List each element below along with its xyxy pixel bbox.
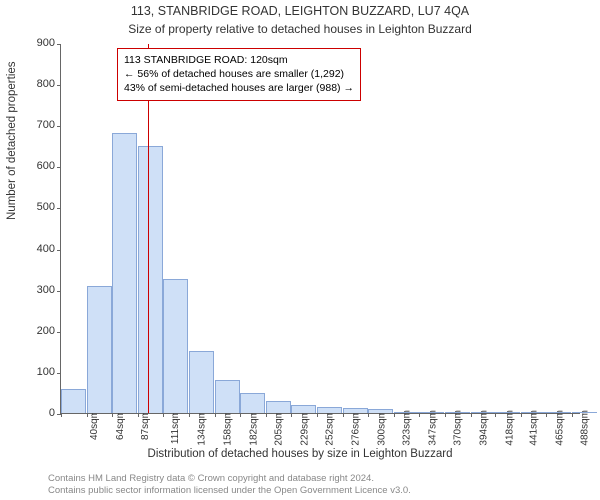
x-tick-label: 205sqm bbox=[273, 410, 284, 446]
x-tick-label: 158sqm bbox=[222, 410, 233, 446]
histogram-bar bbox=[163, 279, 188, 413]
histogram-bar bbox=[368, 409, 393, 413]
x-tick-label: 40sqm bbox=[89, 410, 100, 440]
histogram-bar bbox=[471, 412, 496, 413]
y-tick-label: 800 bbox=[15, 78, 55, 90]
histogram-bar bbox=[546, 412, 571, 413]
x-tick-label: 488sqm bbox=[580, 410, 591, 446]
attribution-footer: Contains HM Land Registry data © Crown c… bbox=[48, 473, 411, 496]
x-tick-mark bbox=[163, 413, 164, 417]
y-tick-label: 900 bbox=[15, 37, 55, 49]
histogram-bar bbox=[572, 412, 597, 413]
x-tick-label: 323sqm bbox=[401, 410, 412, 446]
x-tick-label: 418sqm bbox=[504, 410, 515, 446]
y-tick-label: 0 bbox=[15, 407, 55, 419]
x-tick-mark bbox=[471, 413, 472, 417]
x-tick-label: 441sqm bbox=[529, 410, 540, 446]
histogram-bar bbox=[419, 412, 444, 413]
x-tick-label: 134sqm bbox=[196, 410, 207, 446]
histogram-bar bbox=[495, 412, 520, 413]
x-tick-label: 370sqm bbox=[452, 410, 463, 446]
x-tick-mark bbox=[521, 413, 522, 417]
x-tick-mark bbox=[112, 413, 113, 417]
x-tick-mark bbox=[291, 413, 292, 417]
x-tick-mark bbox=[394, 413, 395, 417]
y-tick-label: 200 bbox=[15, 325, 55, 337]
histogram-bar bbox=[61, 389, 86, 413]
x-tick-mark bbox=[215, 413, 216, 417]
x-tick-label: 276sqm bbox=[350, 410, 361, 446]
histogram-bar bbox=[87, 286, 112, 413]
x-tick-label: 300sqm bbox=[376, 410, 387, 446]
x-tick-mark bbox=[240, 413, 241, 417]
histogram-bar bbox=[394, 412, 419, 413]
chart-title-main: 113, STANBRIDGE ROAD, LEIGHTON BUZZARD, … bbox=[0, 4, 600, 18]
x-tick-mark bbox=[572, 413, 573, 417]
y-tick-label: 400 bbox=[15, 243, 55, 255]
callout-line-3: 43% of semi-detached houses are larger (… bbox=[124, 81, 354, 95]
x-axis-label: Distribution of detached houses by size … bbox=[0, 448, 600, 460]
callout-line-1: 113 STANBRIDGE ROAD: 120sqm bbox=[124, 53, 354, 67]
y-tick-mark bbox=[57, 167, 61, 168]
histogram-bar bbox=[445, 412, 470, 413]
y-tick-mark bbox=[57, 85, 61, 86]
x-tick-mark bbox=[368, 413, 369, 417]
histogram-bar bbox=[266, 401, 291, 413]
x-tick-mark bbox=[419, 413, 420, 417]
x-tick-mark bbox=[138, 413, 139, 417]
y-tick-mark bbox=[57, 126, 61, 127]
x-tick-label: 347sqm bbox=[427, 410, 438, 446]
callout-line-2: ← 56% of detached houses are smaller (1,… bbox=[124, 67, 354, 81]
histogram-bar bbox=[138, 146, 163, 413]
y-tick-mark bbox=[57, 250, 61, 251]
histogram-bar bbox=[317, 407, 342, 413]
chart-container: 113, STANBRIDGE ROAD, LEIGHTON BUZZARD, … bbox=[0, 0, 600, 500]
chart-title-sub: Size of property relative to detached ho… bbox=[0, 22, 600, 36]
footer-line-2: Contains public sector information licen… bbox=[48, 485, 411, 496]
histogram-bar bbox=[521, 412, 546, 413]
y-tick-label: 300 bbox=[15, 284, 55, 296]
histogram-bar bbox=[215, 380, 240, 413]
y-tick-mark bbox=[57, 332, 61, 333]
x-tick-label: 87sqm bbox=[140, 410, 151, 440]
y-tick-mark bbox=[57, 291, 61, 292]
x-tick-label: 64sqm bbox=[115, 410, 126, 440]
footer-line-1: Contains HM Land Registry data © Crown c… bbox=[48, 473, 411, 484]
x-tick-mark bbox=[87, 413, 88, 417]
y-tick-label: 700 bbox=[15, 119, 55, 131]
y-tick-mark bbox=[57, 373, 61, 374]
x-tick-label: 111sqm bbox=[170, 410, 181, 444]
y-tick-label: 600 bbox=[15, 160, 55, 172]
histogram-bar bbox=[189, 351, 214, 413]
x-tick-label: 394sqm bbox=[478, 410, 489, 446]
x-tick-mark bbox=[266, 413, 267, 417]
x-tick-mark bbox=[495, 413, 496, 417]
x-tick-mark bbox=[317, 413, 318, 417]
y-tick-mark bbox=[57, 44, 61, 45]
histogram-bar bbox=[343, 408, 368, 413]
y-tick-label: 500 bbox=[15, 201, 55, 213]
plot-area: 010020030040050060070080090040sqm64sqm87… bbox=[60, 44, 580, 414]
x-tick-mark bbox=[343, 413, 344, 417]
y-tick-label: 100 bbox=[15, 366, 55, 378]
x-tick-mark bbox=[546, 413, 547, 417]
property-callout: 113 STANBRIDGE ROAD: 120sqm← 56% of deta… bbox=[117, 48, 361, 101]
histogram-bar bbox=[291, 405, 316, 413]
y-tick-mark bbox=[57, 208, 61, 209]
x-tick-label: 252sqm bbox=[324, 410, 335, 446]
x-tick-mark bbox=[445, 413, 446, 417]
x-tick-mark bbox=[189, 413, 190, 417]
x-tick-label: 182sqm bbox=[248, 410, 259, 446]
histogram-bar bbox=[240, 393, 265, 413]
x-tick-mark bbox=[61, 413, 62, 417]
x-tick-label: 229sqm bbox=[299, 410, 310, 446]
histogram-bar bbox=[112, 133, 137, 413]
x-tick-label: 465sqm bbox=[555, 410, 566, 446]
